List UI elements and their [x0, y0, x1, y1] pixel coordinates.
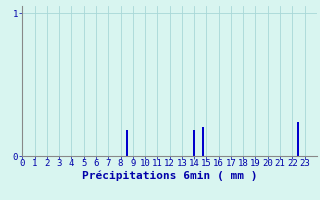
- X-axis label: Précipitations 6min ( mm ): Précipitations 6min ( mm ): [82, 171, 257, 181]
- Bar: [298, 122, 299, 156]
- Bar: [193, 130, 195, 156]
- Bar: [202, 127, 204, 156]
- Bar: [126, 130, 128, 156]
